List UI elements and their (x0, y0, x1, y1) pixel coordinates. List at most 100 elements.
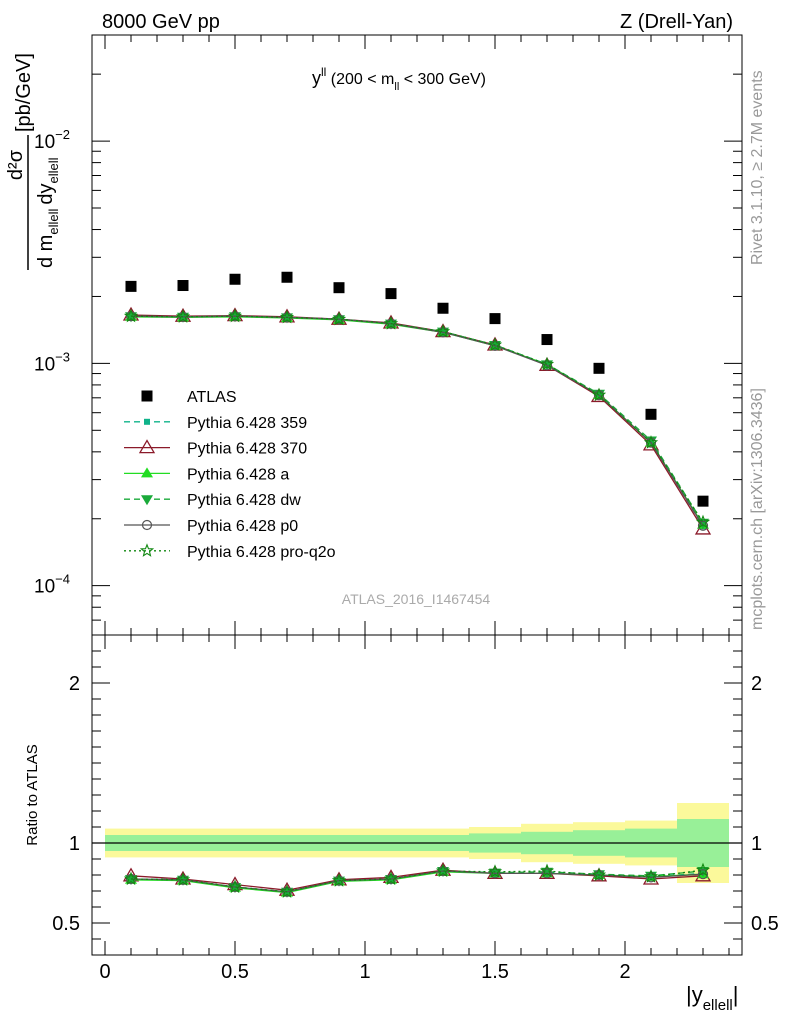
main-point-pythia-6-428-pro-q2o (643, 435, 659, 449)
data-point-atlas (281, 271, 293, 283)
data-point-atlas (229, 273, 241, 285)
y-tick-label-main: 10−4 (34, 572, 70, 598)
main-series-layer (122, 306, 712, 535)
legend-marker (144, 418, 150, 425)
main-y-axis-label: [pb/GeV] d²σ d mellelldyellell (5, 53, 61, 270)
legend-label: Pythia 6.428 dw (187, 492, 301, 509)
main-line-pythia-6-428-pro-q2o (130, 315, 704, 523)
plot-title-range-sub: ll (394, 81, 399, 93)
rivet-label: Rivet 3.1.10, ≥ 2.7M events (749, 70, 766, 265)
data-point-atlas (645, 408, 657, 420)
ratio-line-pythia-6-428-pro-q2o (130, 869, 704, 893)
legend-label: ATLAS (187, 389, 237, 406)
y-axis-den-a: d m (35, 235, 57, 268)
legend-marker (138, 439, 156, 454)
y-tick-label-main: 10−2 (34, 127, 70, 153)
legend: ATLAS Pythia 6.428 359 Pythia 6.428 370 Pyt… (124, 389, 336, 561)
ratio-y-axis-label: Ratio to ATLAS (24, 744, 41, 845)
main-point-pythia-6-428-pro-q2o (331, 311, 347, 326)
x-axis-label-close: | (733, 982, 739, 1007)
main-point-pythia-6-428-p0 (437, 327, 449, 338)
y-tick-label-ratio-left: 1 (69, 833, 80, 855)
main-point-pythia-6-428-pro-q2o (539, 356, 555, 371)
ratio-point-pythia-6-428-pro-q2o (591, 867, 607, 882)
main-point-pythia-6-428-pro-q2o (487, 337, 503, 351)
data-point-atlas (177, 280, 189, 292)
legend-label: Pythia 6.428 pro-q2o (187, 544, 336, 561)
ratio-point-pythia-6-428-pro-q2o (175, 872, 191, 886)
ratio-point-pythia-6-428-p0 (541, 868, 553, 879)
main-point-pythia-6-428-pro-q2o (175, 309, 191, 323)
data-point-atlas (697, 495, 709, 507)
y-axis-den-b-sub: ellell (46, 157, 61, 183)
main-point-pythia-6-428-pro-q2o (123, 308, 139, 323)
ratio-point-pythia-6-428-pro-q2o (331, 873, 347, 887)
ratio-point-pythia-6-428-pro-q2o (435, 863, 451, 878)
x-tick-label: 1.5 (481, 961, 509, 983)
data-point-atlas (489, 313, 501, 325)
ratio-point-pythia-6-428-pro-q2o (695, 862, 711, 877)
main-point-pythia-6-428-pro-q2o (227, 308, 243, 323)
legend-entry: Pythia 6.428 a (124, 466, 289, 483)
legend-entry: Pythia 6.428 dw (124, 492, 301, 509)
y-tick-label-ratio-left: 0.5 (52, 913, 80, 935)
ratio-point-pythia-6-428-p0 (697, 869, 709, 880)
data-point-atlas (437, 302, 449, 314)
ratio-point-pythia-6-428-pro-q2o (643, 869, 659, 883)
plot-title-range-end: < 300 GeV) (399, 71, 486, 88)
main-point-pythia-6-428-pro-q2o (279, 309, 295, 324)
legend-marker (141, 390, 153, 402)
y-axis-den-b: dy (35, 184, 57, 205)
legend-entry: Pythia 6.428 pro-q2o (124, 543, 336, 561)
y-axis-denominator: d mellelldyellell (35, 157, 61, 268)
x-tick-label: 2 (619, 961, 630, 983)
x-axis-label-var: |y (686, 982, 703, 1007)
ratio-series-layer (122, 861, 712, 898)
legend-label: Pythia 6.428 370 (187, 441, 307, 458)
x-axis-label-sub: ellell (703, 997, 733, 1014)
ratio-point-pythia-6-428-p0 (645, 872, 657, 883)
plot-title-var-sup: ll (321, 65, 326, 79)
y-tick-label-ratio-right: 1 (751, 833, 762, 855)
main-point-pythia-6-428-pro-q2o (435, 324, 451, 338)
main-data-points (125, 271, 709, 507)
data-point-atlas (125, 280, 137, 292)
y-axis-unit: [pb/GeV] (13, 53, 35, 132)
legend-marker (141, 519, 153, 531)
header-left: 8000 GeV pp (102, 11, 220, 33)
axis-ticks (92, 34, 742, 956)
x-tick-label: 1 (359, 961, 370, 983)
legend-marker (141, 495, 153, 506)
ratio-point-pythia-6-428-pro-q2o (123, 871, 139, 886)
legend-marker (141, 467, 153, 478)
legend-entry: Pythia 6.428 359 (124, 415, 307, 432)
ratio-point-pythia-6-428-pro-q2o (383, 871, 399, 886)
main-point-pythia-6-428-pro-q2o (695, 514, 711, 529)
data-point-atlas (333, 282, 345, 294)
data-point-atlas (541, 334, 553, 346)
ratio-point-pythia-6-428-pro-q2o (227, 879, 243, 894)
legend-marker (139, 543, 155, 557)
data-point-atlas (385, 288, 397, 300)
ratio-point-pythia-6-428-p0 (489, 868, 501, 879)
main-point-pythia-6-428-p0 (541, 360, 553, 371)
axis-tick-labels: 10−2 10−3 10−4 2 2 1 1 0.5 0.5 0 0.5 1 1.5 2 (34, 127, 779, 983)
analysis-id: ATLAS_2016_I1467454 (342, 591, 491, 607)
legend-label: Pythia 6.428 p0 (187, 518, 298, 535)
ratio-point-pythia-6-428-pro-q2o (279, 884, 295, 898)
legend-entry: Pythia 6.428 370 (124, 439, 307, 458)
ratio-point-pythia-6-428-pro-q2o (487, 864, 503, 878)
plot-title: yll (200 < mll < 300 GeV) (312, 65, 486, 93)
main-point-pythia-6-428-p0 (697, 520, 709, 531)
source-label: mcplots.cern.ch [arXiv:1306.3436] (749, 388, 766, 630)
plot-title-range: (200 < m (326, 71, 394, 88)
y-axis-den-a-sub: ellell (46, 209, 61, 235)
x-tick-label: 0.5 (221, 961, 249, 983)
main-point-pythia-6-428-pro-q2o (383, 316, 399, 330)
main-point-pythia-6-428-p0 (489, 340, 501, 351)
x-axis-label: |yellell| (686, 982, 738, 1014)
ratio-line-pythia-6-428-370 (130, 869, 704, 891)
y-tick-label-ratio-left: 2 (69, 673, 80, 695)
data-point-atlas (593, 362, 605, 374)
